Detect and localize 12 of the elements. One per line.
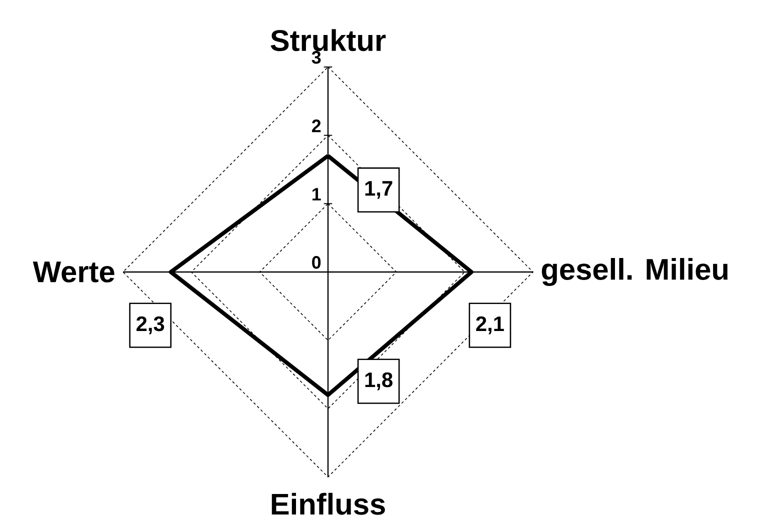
data-label: 1,8 xyxy=(365,372,392,390)
spoke-label: Einfluss xyxy=(272,492,385,515)
spoke-label: Werte xyxy=(32,262,114,282)
y-tick-label: 2 xyxy=(312,120,321,132)
y-tick-label: 0 xyxy=(312,256,321,269)
y-tick-label: 1 xyxy=(312,188,321,200)
spoke-label: gesell. Milieu xyxy=(542,258,728,286)
spoke-label: Struktur xyxy=(270,29,386,52)
data-label: 2,1 xyxy=(476,316,504,334)
data-label: 2,3 xyxy=(136,316,164,334)
data-label: 1,7 xyxy=(365,181,392,199)
y-tick-label: 3 xyxy=(312,51,321,64)
